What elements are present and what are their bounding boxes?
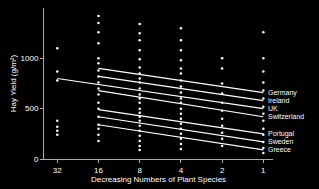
svg-text:1: 1	[261, 166, 266, 175]
svg-text:Greece: Greece	[268, 146, 291, 153]
svg-text:Decreasing Numbers of Plant Sp: Decreasing Numbers of Plant Species	[91, 175, 226, 184]
svg-text:Switzerland: Switzerland	[268, 113, 304, 120]
svg-text:500: 500	[25, 104, 39, 113]
svg-text:32: 32	[53, 166, 62, 175]
svg-text:Sweden: Sweden	[268, 138, 293, 145]
svg-text:Hay Yield (g/m²): Hay Yield (g/m²)	[9, 54, 18, 112]
svg-text:Portugal: Portugal	[268, 130, 295, 138]
svg-text:Germany: Germany	[268, 89, 297, 97]
svg-text:Ireland: Ireland	[268, 97, 290, 104]
svg-text:8: 8	[137, 166, 142, 175]
svg-text:4: 4	[179, 166, 184, 175]
svg-text:0: 0	[34, 155, 39, 164]
svg-text:UK: UK	[268, 105, 278, 112]
svg-text:1000: 1000	[21, 54, 39, 63]
svg-text:2: 2	[220, 166, 225, 175]
svg-text:16: 16	[94, 166, 103, 175]
